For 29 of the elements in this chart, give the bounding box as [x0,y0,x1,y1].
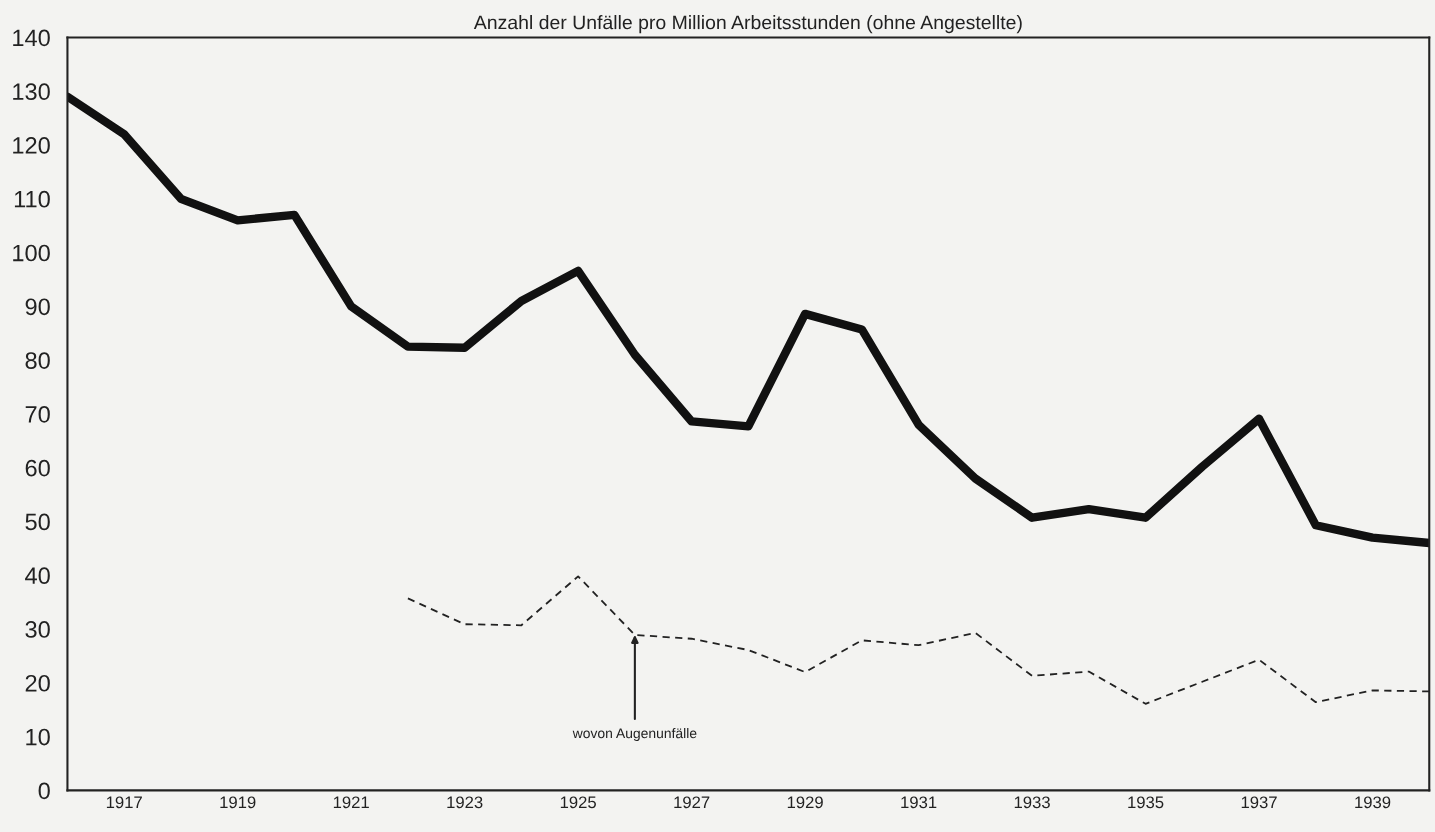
y-tick-label: 50 [25,513,50,531]
y-tick-label: 20 [25,674,50,692]
annotation: wovon Augenunfälle [572,728,697,741]
y-tick-label: 80 [25,352,50,369]
y-tick-label: 130 [13,83,50,101]
y-tick-label: 30 [25,621,50,638]
x-tick-label: 1925 [560,796,596,809]
y-tick-label: 120 [13,137,50,154]
y-tick-label: 70 [25,405,50,423]
y-tick-label: 110 [14,190,50,208]
x-tick-label: 1935 [1128,796,1164,809]
x-tick-label: 1927 [674,796,710,809]
y-tick-label: 60 [25,459,50,477]
x-tick-label: 1937 [1241,796,1277,809]
x-tick-label: 1923 [447,796,483,809]
y-tick-label: 90 [25,298,50,316]
x-tick-label: 1929 [787,796,823,809]
y-tick-label: 10 [26,728,50,746]
x-tick-label: 1921 [333,796,369,809]
y-tick-label: 100 [13,244,50,262]
x-tick-label: 1917 [106,796,142,809]
y-tick-label: 40 [25,567,50,585]
y-tick-label: 0 [38,782,50,800]
x-tick-label: 1919 [220,796,256,809]
x-tick-label: 1939 [1355,796,1391,809]
chart-title: Anzahl der Unfälle pro Million Arbeitsstunden (ohne Angestellte) [473,15,1022,34]
x-tick-label: 1933 [1014,796,1050,809]
x-tick-label: 1931 [901,796,937,809]
y-tick-label: 140 [13,29,50,47]
